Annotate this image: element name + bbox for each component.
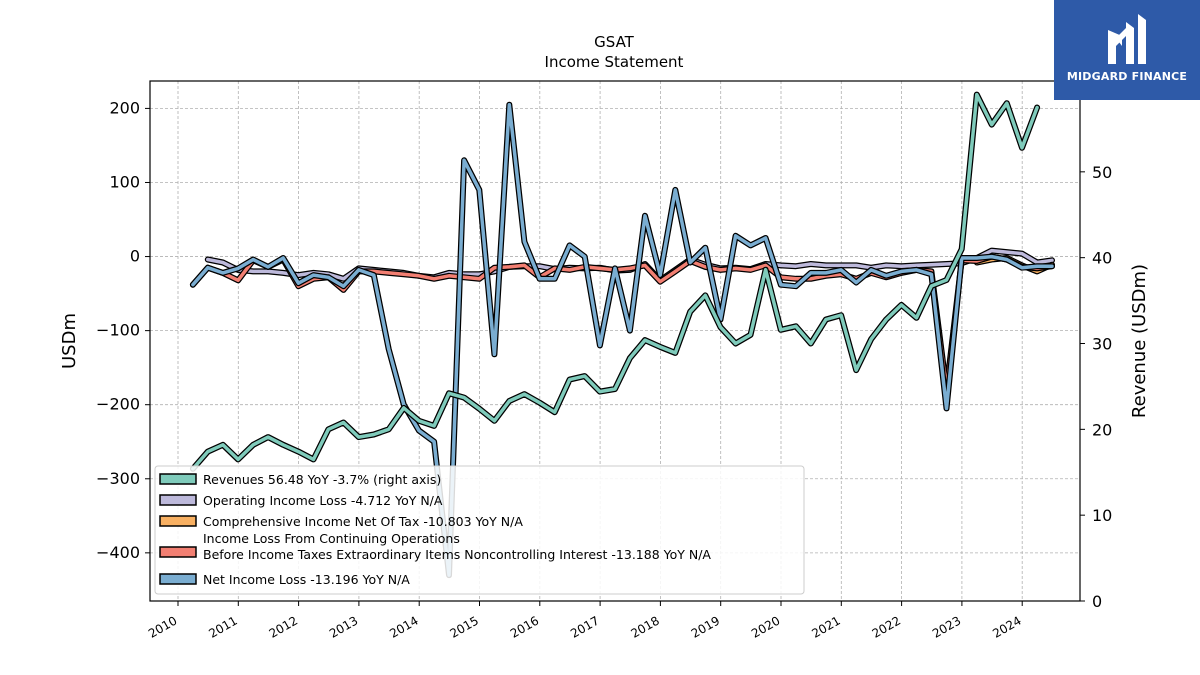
x-tick-label: 2010 <box>146 613 179 640</box>
x-axis: 2010 2011 2012 2013 2014 2015 2016 2017 2018 2019… <box>146 601 1024 641</box>
chart-title: GSAT <box>594 33 635 51</box>
x-tick-label: 2018 <box>628 613 661 640</box>
x-tick-label: 2022 <box>870 613 903 640</box>
legend-swatch <box>159 494 197 506</box>
legend-label: Net Income Loss -13.196 YoY N/A <box>203 572 410 587</box>
y-tick-label: 200 <box>109 98 140 117</box>
y-axis-right: 0 10 20 30 40 50 <box>1080 163 1112 611</box>
series-line <box>191 102 1054 577</box>
y-right-tick-label: 10 <box>1092 506 1112 525</box>
y-right-tick-label: 30 <box>1092 335 1112 354</box>
y-right-tick-label: 20 <box>1092 420 1112 439</box>
x-tick-label: 2020 <box>749 613 782 640</box>
y-axis-right-label: Revenue (USDm) <box>1129 264 1150 418</box>
legend-swatch <box>159 573 197 585</box>
legend-swatch <box>159 515 197 527</box>
legend-swatch <box>159 546 197 558</box>
x-tick-label: 2011 <box>206 613 239 640</box>
midgard-finance-logo: MIDGARD FINANCE <box>1054 0 1200 100</box>
legend-label: Before Income Taxes Extraordinary Items … <box>203 547 711 562</box>
y-tick-label: −200 <box>96 395 140 414</box>
series-line <box>191 92 1039 471</box>
x-tick-label: 2017 <box>568 613 601 640</box>
y-tick-label: −100 <box>96 321 140 340</box>
legend: Revenues 56.48 YoY -3.7% (right axis) Ope… <box>154 465 805 595</box>
legend-label: Operating Income Loss -4.712 YoY N/A <box>203 493 443 508</box>
y-right-tick-label: 50 <box>1092 163 1112 182</box>
x-tick-label: 2016 <box>508 613 541 640</box>
y-right-tick-label: 40 <box>1092 249 1112 268</box>
series-layer <box>189 91 1055 579</box>
y-axis-label: USDm <box>59 313 80 369</box>
x-tick-label: 2021 <box>809 613 842 640</box>
legend-swatch <box>159 473 197 485</box>
logo-icon <box>1108 14 1146 64</box>
chart-subtitle: Income Statement <box>545 53 684 71</box>
x-tick-label: 2015 <box>448 613 481 640</box>
x-tick-label: 2012 <box>267 613 300 640</box>
x-tick-label: 2019 <box>689 613 722 640</box>
y-tick-label: 0 <box>130 247 140 266</box>
legend-box <box>154 465 805 595</box>
y-tick-label: −400 <box>96 543 140 562</box>
x-tick-label: 2013 <box>327 613 360 640</box>
x-tick-label: 2023 <box>930 613 963 640</box>
plot-frame <box>149 80 1081 602</box>
x-tick-label: 2014 <box>387 613 420 640</box>
logo-text: MIDGARD FINANCE <box>1066 70 1188 83</box>
y-axis-left: −400 −300 −200 −100 0 100 200 <box>96 98 150 562</box>
legend-label: Comprehensive Income Net Of Tax -10.803 … <box>203 514 523 529</box>
y-tick-label: 100 <box>109 172 140 191</box>
legend-label: Revenues 56.48 YoY -3.7% (right axis) <box>203 472 441 487</box>
y-tick-label: −300 <box>96 469 140 488</box>
x-tick-label: 2024 <box>990 613 1023 640</box>
y-right-tick-label: 0 <box>1092 592 1102 611</box>
legend-label: Income Loss From Continuing Operations <box>203 531 460 546</box>
